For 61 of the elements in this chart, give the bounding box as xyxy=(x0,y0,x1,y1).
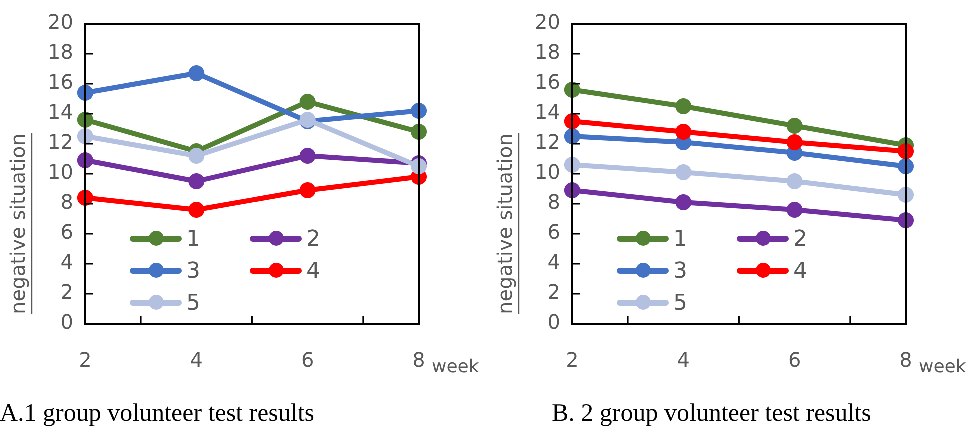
point xyxy=(188,148,205,164)
x-tick-label: 6 xyxy=(301,348,314,372)
y-tick-label: 0 xyxy=(548,310,560,334)
y-tick-label: 16 xyxy=(48,70,74,94)
point xyxy=(676,164,692,180)
point xyxy=(188,174,205,190)
x-tick-label: 8 xyxy=(900,348,912,372)
y-tick-label: 10 xyxy=(48,160,74,184)
y-tick-label: 10 xyxy=(534,160,560,184)
y-tick-label: 4 xyxy=(60,250,74,274)
y-tick-label: 6 xyxy=(60,220,74,244)
x-tick-label: 2 xyxy=(566,348,579,372)
y-axis-title: negative situation xyxy=(493,134,518,314)
point xyxy=(676,124,692,140)
y-tick-label: 18 xyxy=(48,40,74,64)
text: B. 2 group volunteer test results xyxy=(552,400,872,428)
legend-label: 4 xyxy=(306,258,320,284)
y-tick-label: 12 xyxy=(534,130,560,154)
x-axis-title: week xyxy=(919,356,967,378)
legend-label: 3 xyxy=(186,258,200,284)
legend-label: 1 xyxy=(186,226,200,252)
x-tick-label: 6 xyxy=(788,348,802,372)
legend-label: 3 xyxy=(673,258,688,284)
point xyxy=(786,118,803,134)
y-tick-label: 18 xyxy=(534,40,560,64)
point xyxy=(300,182,316,198)
point xyxy=(300,94,316,110)
legend-label: 5 xyxy=(673,290,688,316)
point xyxy=(786,202,803,218)
y-tick-label: 6 xyxy=(548,220,560,244)
y-tick-label: 8 xyxy=(60,190,74,214)
y-tick-label: 16 xyxy=(534,70,560,94)
x-tick-label: 8 xyxy=(412,348,426,372)
x-tick-label: 4 xyxy=(190,348,203,372)
y-tick-label: 0 xyxy=(60,310,74,334)
point xyxy=(676,194,692,210)
y-axis-title: negative situation xyxy=(6,134,30,314)
legend-label: 4 xyxy=(793,258,808,284)
legend-label: 1 xyxy=(673,226,688,252)
x-tick-label: 2 xyxy=(79,348,92,372)
y-tick-label: 8 xyxy=(548,190,560,214)
text: A.1 group volunteer test results xyxy=(0,400,315,428)
point xyxy=(786,174,803,190)
y-tick-label: 20 xyxy=(534,10,560,34)
point xyxy=(188,66,205,82)
legend-label: 2 xyxy=(793,226,808,252)
point xyxy=(300,148,316,164)
y-tick-label: 2 xyxy=(60,280,74,304)
legend-label: 2 xyxy=(306,226,320,252)
point xyxy=(676,98,692,114)
y-tick-label: 4 xyxy=(548,250,560,274)
x-tick-label: 4 xyxy=(677,348,690,372)
legend-label: 5 xyxy=(186,290,200,316)
y-tick-label: 2 xyxy=(548,280,560,304)
y-tick-label: 12 xyxy=(48,130,74,154)
point xyxy=(188,202,205,218)
point xyxy=(786,134,803,150)
y-tick-label: 20 xyxy=(48,10,74,34)
x-axis-title: week xyxy=(432,356,480,378)
y-tick-label: 14 xyxy=(48,100,74,124)
y-tick-label: 14 xyxy=(534,100,560,124)
